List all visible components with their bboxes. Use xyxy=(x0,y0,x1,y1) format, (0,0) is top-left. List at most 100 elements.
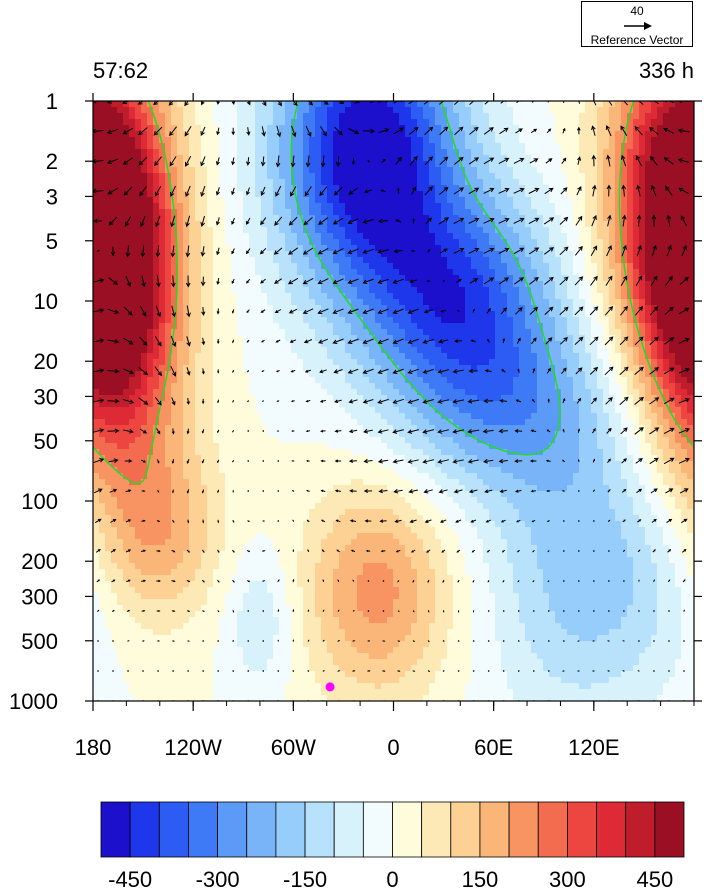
field-cell xyxy=(207,113,214,120)
field-cell xyxy=(219,353,226,360)
field-cell xyxy=(99,233,106,240)
field-cell xyxy=(129,671,136,678)
field-cell xyxy=(117,605,124,612)
field-cell xyxy=(327,479,334,486)
field-cell xyxy=(291,341,298,348)
field-cell xyxy=(93,191,100,198)
field-cell xyxy=(267,461,274,468)
field-cell xyxy=(309,143,316,150)
field-cell xyxy=(99,335,106,342)
field-cell xyxy=(165,515,172,522)
field-cell xyxy=(387,467,394,474)
field-cell xyxy=(237,377,244,384)
field-cell xyxy=(177,173,184,180)
field-cell xyxy=(147,491,154,498)
field-cell xyxy=(249,407,256,414)
field-cell xyxy=(93,131,100,138)
field-cell xyxy=(117,131,124,138)
field-cell xyxy=(93,305,100,312)
field-cell xyxy=(249,683,256,690)
field-cell xyxy=(93,431,100,438)
field-cell xyxy=(219,623,226,630)
field-cell xyxy=(279,173,286,180)
field-cell xyxy=(93,647,100,654)
field-cell xyxy=(219,677,226,684)
field-cell xyxy=(219,653,226,660)
field-cell xyxy=(339,329,346,336)
field-cell xyxy=(141,233,148,240)
field-cell xyxy=(357,527,364,534)
field-cell xyxy=(129,173,136,180)
field-cell xyxy=(243,569,250,576)
field-cell xyxy=(387,119,394,126)
field-cell xyxy=(297,623,304,630)
field-cell xyxy=(147,269,154,276)
field-cell xyxy=(249,605,256,612)
field-cell xyxy=(147,527,154,534)
field-cell xyxy=(273,125,280,132)
field-cell xyxy=(345,101,352,108)
field-cell xyxy=(105,293,112,300)
field-cell xyxy=(243,233,250,240)
field-cell xyxy=(333,587,340,594)
field-cell xyxy=(237,167,244,174)
field-cell xyxy=(129,113,136,120)
field-cell xyxy=(261,581,268,588)
field-cell xyxy=(207,653,214,660)
field-cell xyxy=(117,401,124,408)
field-cell xyxy=(339,287,346,294)
field-cell xyxy=(249,473,256,480)
field-cell xyxy=(291,203,298,210)
field-cell xyxy=(297,113,304,120)
field-cell xyxy=(315,239,322,246)
field-cell xyxy=(123,149,130,156)
field-cell xyxy=(117,611,124,618)
field-cell xyxy=(225,281,232,288)
field-cell xyxy=(153,473,160,480)
field-cell xyxy=(171,101,178,108)
field-cell xyxy=(195,521,202,528)
field-cell xyxy=(219,365,226,372)
field-cell xyxy=(285,407,292,414)
field-cell xyxy=(267,281,274,288)
field-cell xyxy=(375,185,382,192)
field-cell xyxy=(363,479,370,486)
field-cell xyxy=(315,149,322,156)
field-cell xyxy=(369,383,376,390)
field-cell xyxy=(381,149,388,156)
field-cell xyxy=(339,599,346,606)
field-cell xyxy=(189,371,196,378)
field-cell xyxy=(297,245,304,252)
field-cell xyxy=(189,689,196,696)
field-cell xyxy=(141,125,148,132)
field-cell xyxy=(345,293,352,300)
field-cell xyxy=(261,401,268,408)
field-cell xyxy=(135,677,142,684)
field-cell xyxy=(321,173,328,180)
field-cell xyxy=(315,605,322,612)
field-cell xyxy=(351,341,358,348)
field-cell xyxy=(159,683,166,690)
field-cell xyxy=(243,593,250,600)
field-cell xyxy=(99,359,106,366)
field-cell xyxy=(261,641,268,648)
field-cell xyxy=(285,683,292,690)
field-cell xyxy=(153,569,160,576)
field-cell xyxy=(207,317,214,324)
field-cell xyxy=(93,521,100,528)
field-cell xyxy=(93,617,100,624)
field-cell xyxy=(303,587,310,594)
field-cell xyxy=(273,473,280,480)
field-cell xyxy=(93,311,100,318)
field-cell xyxy=(279,425,286,432)
field-cell xyxy=(255,677,262,684)
field-cell xyxy=(105,263,112,270)
field-cell xyxy=(207,341,214,348)
field-cell xyxy=(333,407,340,414)
field-cell xyxy=(165,623,172,630)
field-cell xyxy=(387,413,394,420)
field-cell xyxy=(165,509,172,516)
field-cell xyxy=(261,461,268,468)
field-cell xyxy=(279,551,286,558)
field-cell xyxy=(339,263,346,270)
